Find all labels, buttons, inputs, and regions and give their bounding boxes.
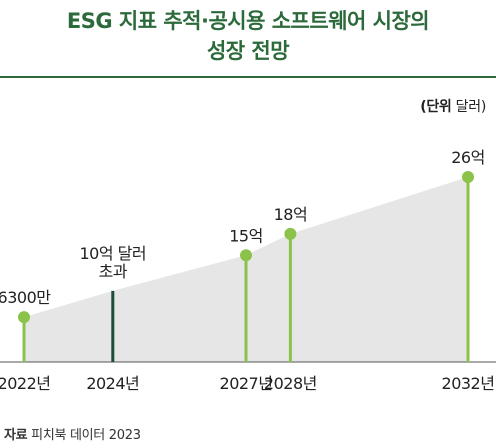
source-note: 자료 피치북 데이터 2023 (4, 424, 141, 443)
data-label-2032년: 26억 (451, 148, 485, 167)
data-point-2027년 (240, 249, 252, 262)
unit-suffix: 달러) (455, 99, 487, 115)
title-divider (0, 76, 496, 78)
data-point-2032년 (462, 171, 474, 183)
chart-title: ESG 지표 추적·공시용 소프트웨어 시장의 성장 전망 (0, 6, 496, 66)
data-label-2027년: 15억 (229, 226, 263, 245)
title-line-2: 성장 전망 (206, 39, 290, 63)
title-line-1: ESG 지표 추적·공시용 소프트웨어 시장의 (66, 9, 430, 33)
x-tick-label-2027년: 2027년 (220, 374, 273, 393)
data-point-2028년 (284, 227, 297, 240)
x-tick-label-2032년: 2032년 (442, 374, 495, 393)
unit-prefix: (단위 (420, 99, 452, 115)
x-tick-label-2022년: 2022년 (0, 374, 50, 393)
source-label: 자료 (4, 428, 28, 443)
source-text: 피치북 데이터 2023 (31, 428, 141, 443)
data-label-2022년: 6300만 (0, 288, 51, 307)
data-label-2028년: 18억 (274, 205, 308, 224)
x-tick-label-2028년: 2028년 (264, 374, 317, 393)
x-tick-label-2024년: 2024년 (86, 374, 139, 393)
data-label-2024년: 10억 달러 초과 (79, 244, 146, 281)
data-point-2022년 (18, 311, 30, 324)
unit-label: (단위 달러) (420, 96, 486, 116)
